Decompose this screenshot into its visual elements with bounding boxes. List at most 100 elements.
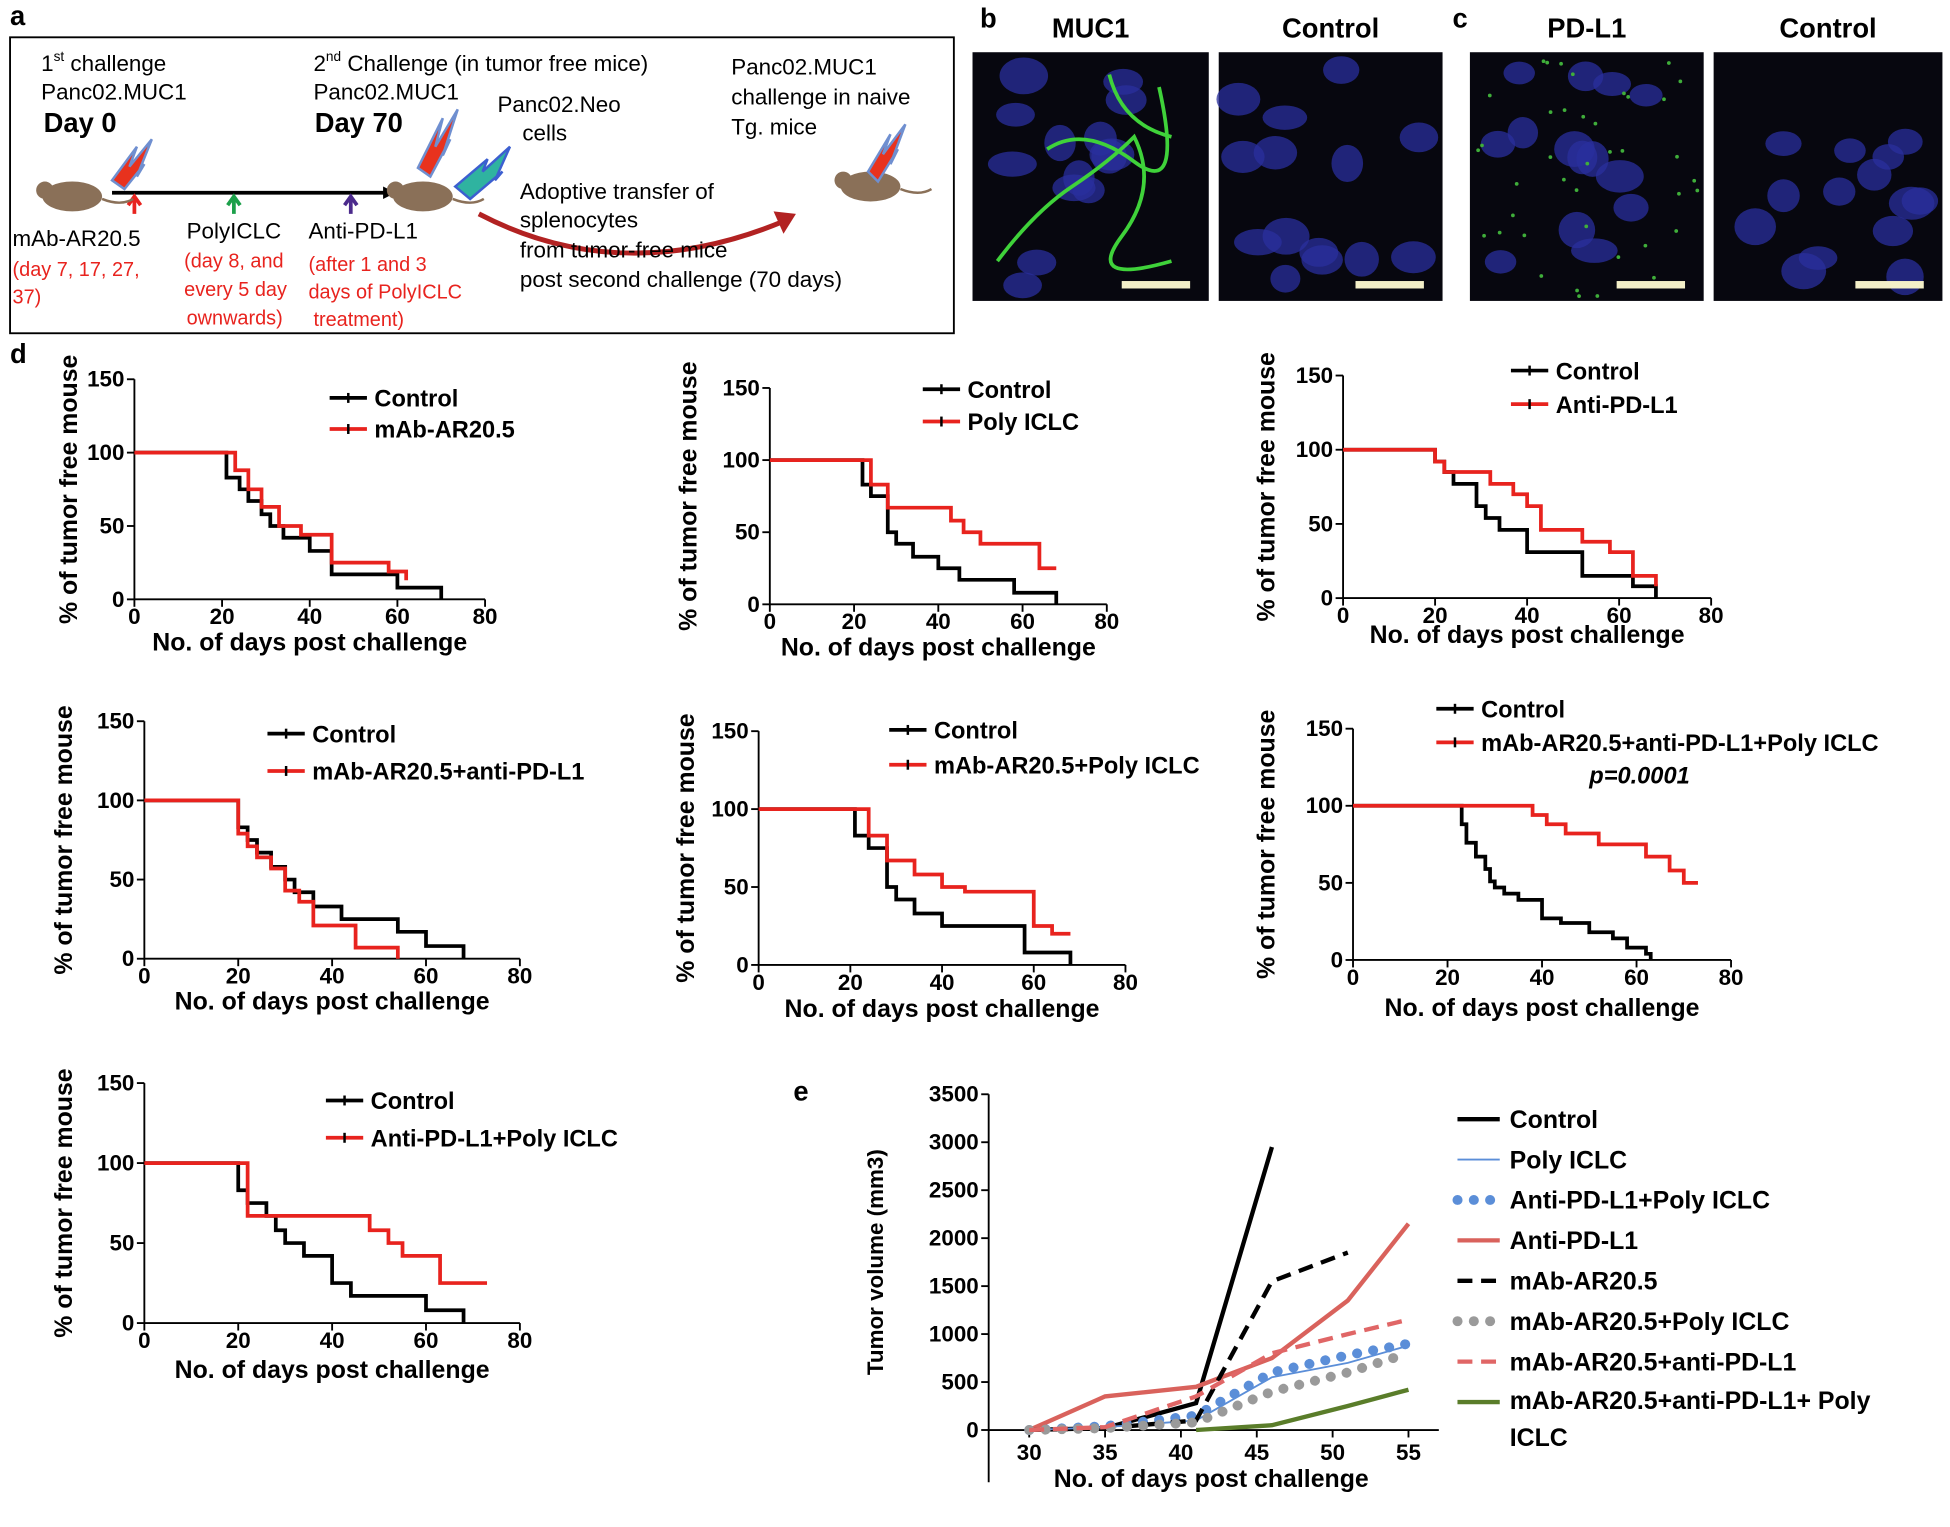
scale-bar bbox=[1855, 281, 1924, 289]
pdl1-stain bbox=[1675, 154, 1679, 159]
y-tick-label: 100 bbox=[97, 788, 134, 813]
nucleus bbox=[1301, 245, 1343, 275]
nucleus bbox=[1558, 211, 1596, 249]
y-tick-label: 0 bbox=[966, 1417, 978, 1442]
survival-curve bbox=[1353, 803, 1653, 960]
y-tick-label: 100 bbox=[1306, 793, 1343, 818]
legend-label: mAb-AR20.5+anti-PD-L1+ Poly ICLC bbox=[1509, 1387, 1871, 1452]
y-tick-label: 1000 bbox=[929, 1322, 979, 1347]
panel-label: a bbox=[10, 0, 26, 31]
diagram-text: Anti-PD-L1 bbox=[308, 219, 417, 244]
survival-curve bbox=[1343, 447, 1658, 599]
nucleus bbox=[1003, 272, 1042, 299]
survival-curve bbox=[1343, 447, 1658, 587]
diagram-text: from tumor-free mice bbox=[520, 237, 728, 262]
pdl1-stain bbox=[1626, 94, 1631, 99]
nucleus bbox=[1480, 130, 1516, 158]
x-tick-label: 40 bbox=[320, 964, 345, 989]
pdl1-stain bbox=[1652, 275, 1656, 280]
nucleus bbox=[1872, 215, 1914, 247]
pdl1-stain bbox=[1595, 294, 1600, 298]
growth-line bbox=[1029, 1317, 1409, 1433]
nucleus bbox=[1823, 177, 1856, 206]
diagram-text: Tg. mice bbox=[731, 114, 817, 139]
scale-bar bbox=[1121, 281, 1191, 289]
x-tick-label: 45 bbox=[1244, 1440, 1269, 1465]
x-tick-label: 80 bbox=[1094, 609, 1119, 634]
x-tick-label: 40 bbox=[926, 609, 951, 634]
legend-wrap: mAb-AR20.5+anti-PD-L1+ Poly ICLC bbox=[1509, 1387, 1871, 1452]
pdl1-stain bbox=[1584, 224, 1589, 229]
nucleus bbox=[1767, 179, 1800, 213]
nucleus bbox=[1323, 56, 1360, 84]
diagram-text: splenocytes bbox=[520, 208, 638, 233]
x-axis-label: No. of days post challenge bbox=[1385, 994, 1700, 1022]
legend-label: Anti-PD-L1+Poly ICLC bbox=[1510, 1187, 1770, 1215]
x-tick-label: 0 bbox=[764, 609, 776, 634]
x-tick-label: 60 bbox=[385, 604, 410, 629]
x-axis-label: No. of days post challenge bbox=[781, 633, 1096, 661]
pdl1-stain bbox=[1548, 110, 1553, 115]
micrograph-title: Control bbox=[1282, 12, 1379, 43]
growth-line bbox=[1029, 1146, 1275, 1433]
tumor-bolt bbox=[416, 108, 459, 179]
pdl1-stain bbox=[1539, 274, 1544, 278]
y-tick-label: 0 bbox=[1331, 947, 1343, 972]
diagram-text: Panc02.MUC1 bbox=[41, 79, 187, 104]
legend-label: mAb-AR20.5 bbox=[1510, 1267, 1658, 1295]
diagram-text: post second challenge (70 days) bbox=[520, 267, 842, 292]
nucleus bbox=[1765, 131, 1802, 156]
x-tick-label: 0 bbox=[138, 1328, 150, 1353]
x-tick-label: 80 bbox=[507, 964, 532, 989]
x-axis-label: No. of days post challenge bbox=[175, 988, 490, 1016]
nucleus bbox=[1221, 140, 1265, 173]
diagram-text: Challenge (in tumor free mice) bbox=[347, 51, 648, 76]
y-axis-label: % of tumor free mouse bbox=[1253, 352, 1281, 621]
diagram-text: Panc02.MUC1 bbox=[313, 79, 459, 104]
survival-curve bbox=[144, 798, 466, 959]
y-tick-label: 100 bbox=[87, 440, 124, 465]
y-tick-label: 100 bbox=[97, 1151, 134, 1176]
nucleus bbox=[1017, 249, 1057, 276]
nucleus bbox=[996, 102, 1035, 127]
y-tick-label: 3000 bbox=[929, 1130, 979, 1155]
diagram-text: Day 70 bbox=[315, 107, 403, 138]
x-tick-label: 35 bbox=[1093, 1440, 1118, 1465]
y-axis-label: % of tumor free mouse bbox=[55, 355, 83, 624]
nucleus bbox=[1734, 208, 1776, 246]
y-axis-label: % of tumor free mouse bbox=[674, 361, 702, 630]
x-tick-label: 20 bbox=[838, 970, 863, 995]
pdl1-stain bbox=[1575, 288, 1579, 293]
y-tick-label: 0 bbox=[122, 1311, 134, 1336]
pdl1-stain bbox=[1570, 72, 1575, 77]
pdl1-stain bbox=[1662, 97, 1666, 102]
x-tick-label: 60 bbox=[1624, 965, 1649, 990]
nucleus bbox=[1234, 229, 1282, 256]
legend-label: Control bbox=[371, 1089, 455, 1115]
survival-curve bbox=[1353, 803, 1698, 885]
x-axis-label: No. of days post challenge bbox=[175, 1356, 490, 1384]
y-tick-label: 0 bbox=[112, 587, 124, 612]
x-tick-label: 40 bbox=[1530, 965, 1555, 990]
legend-label: Poly ICLC bbox=[968, 410, 1080, 436]
survival-curve bbox=[769, 458, 1059, 605]
x-tick-label: 55 bbox=[1396, 1440, 1421, 1465]
legend-label: Anti-PD-L1 bbox=[1556, 393, 1678, 419]
x-tick-label: 20 bbox=[226, 1328, 251, 1353]
pdl1-stain bbox=[1622, 91, 1626, 96]
x-tick-label: 0 bbox=[138, 964, 150, 989]
y-tick-label: 150 bbox=[1306, 716, 1343, 741]
x-tick-label: 50 bbox=[1320, 1440, 1345, 1465]
micrograph-title: PD-L1 bbox=[1547, 12, 1626, 43]
transfer-head bbox=[773, 211, 796, 234]
y-tick-label: 50 bbox=[1318, 870, 1343, 895]
x-tick-label: 80 bbox=[1113, 970, 1138, 995]
pdl1-stain bbox=[1585, 161, 1590, 166]
pdl1-stain bbox=[1677, 191, 1681, 196]
pdl1-stain bbox=[1476, 148, 1480, 153]
pdl1-stain bbox=[1577, 294, 1581, 298]
y-axis-label: % of tumor free mouse bbox=[50, 1068, 78, 1337]
survival-curve bbox=[144, 1161, 488, 1285]
mouse bbox=[386, 181, 485, 212]
x-tick-label: 20 bbox=[1423, 603, 1448, 628]
